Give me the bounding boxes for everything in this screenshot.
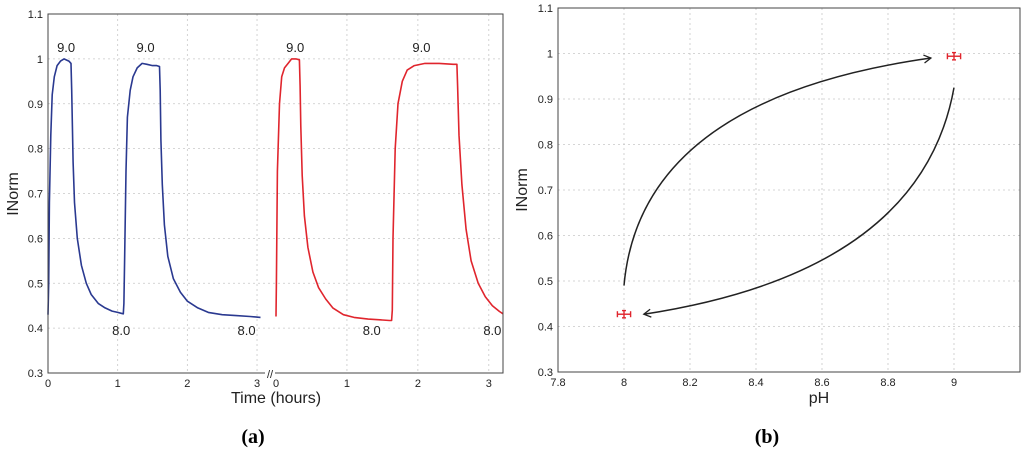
series-line-blue: [47, 58, 261, 319]
y-tick-label: 0.8: [538, 140, 553, 152]
x-tick-label: 1: [344, 378, 350, 390]
x-tick-label: 8.6: [814, 377, 829, 389]
transition-arrow: [642, 87, 955, 318]
y-tick-label: 0.7: [28, 189, 43, 201]
y-tick-label: 0.3: [538, 367, 553, 379]
x-tick-label: 8.4: [748, 377, 763, 389]
y-axis-label: INorm: [5, 172, 22, 216]
y-tick-label: 1: [547, 49, 553, 61]
x-tick-label: 8.2: [682, 377, 697, 389]
series-line-red: [275, 58, 504, 322]
ph-annotation: 9.0: [137, 40, 155, 55]
x-tick-label: 3: [254, 378, 260, 390]
y-tick-label: 1: [37, 54, 43, 66]
y-tick-label: 0.7: [538, 185, 553, 197]
x-tick-label: 2: [184, 378, 190, 390]
x-tick-label: 0: [45, 378, 51, 390]
panel-a: 0.3 0.4 0.5 0.6 0.7 0.8 0.9 1 1.1 0 1 2 3 0 1 2 3 // 9.0 9.…: [5, 9, 504, 448]
ph-annotation: 8.0: [238, 323, 256, 338]
plot-frame-b: [557, 7, 1021, 373]
ph-annotation: 8.0: [483, 323, 501, 338]
y-tick-label: 1.1: [538, 3, 553, 15]
panel-b: 0.3 0.4 0.5 0.6 0.7 0.8 0.9 1 1.1 7.8 8 8.2 8.4 8.6 8.…: [514, 3, 1021, 448]
panel-label-a: (a): [241, 426, 264, 448]
panel-label-b: (b): [755, 426, 779, 448]
x-tick-label: 9: [951, 377, 957, 389]
y-tick-label: 0.4: [538, 322, 553, 334]
x-tick-label: 7.8: [550, 377, 565, 389]
data-point: [616, 309, 632, 319]
ph-annotation: 8.0: [363, 323, 381, 338]
ph-annotation: 9.0: [412, 40, 430, 55]
ph-annotation: 8.0: [112, 323, 130, 338]
y-tick-label: 1.1: [28, 9, 43, 21]
data-point: [946, 51, 962, 61]
x-tick-label: 8: [621, 377, 627, 389]
ph-annotation: 9.0: [286, 40, 304, 55]
axis-break-mark: //: [267, 369, 274, 381]
y-tick-label: 0.5: [28, 278, 43, 290]
x-axis-label: Time (hours): [231, 390, 321, 407]
y-tick-label: 0.9: [28, 99, 43, 111]
y-tick-label: 0.6: [538, 231, 553, 243]
ph-annotation: 9.0: [57, 40, 75, 55]
y-tick-label: 0.6: [28, 233, 43, 245]
transition-arrow: [623, 54, 933, 286]
y-tick-label: 0.4: [28, 323, 43, 335]
y-tick-label: 0.8: [28, 144, 43, 156]
x-axis-label: pH: [809, 390, 829, 407]
x-tick-label: 1: [115, 378, 121, 390]
axis-break-gap: [265, 367, 275, 379]
x-tick-label: 8.8: [880, 377, 895, 389]
x-tick-label: 2: [415, 378, 421, 390]
x-tick-label: 3: [486, 378, 492, 390]
y-tick-label: 0.3: [28, 368, 43, 380]
y-tick-label: 0.5: [538, 276, 553, 288]
plot-frame-a: [47, 13, 504, 374]
x-tick-label: 0: [273, 378, 279, 390]
y-axis-label: INorm: [514, 168, 531, 212]
y-tick-label: 0.9: [538, 94, 553, 106]
